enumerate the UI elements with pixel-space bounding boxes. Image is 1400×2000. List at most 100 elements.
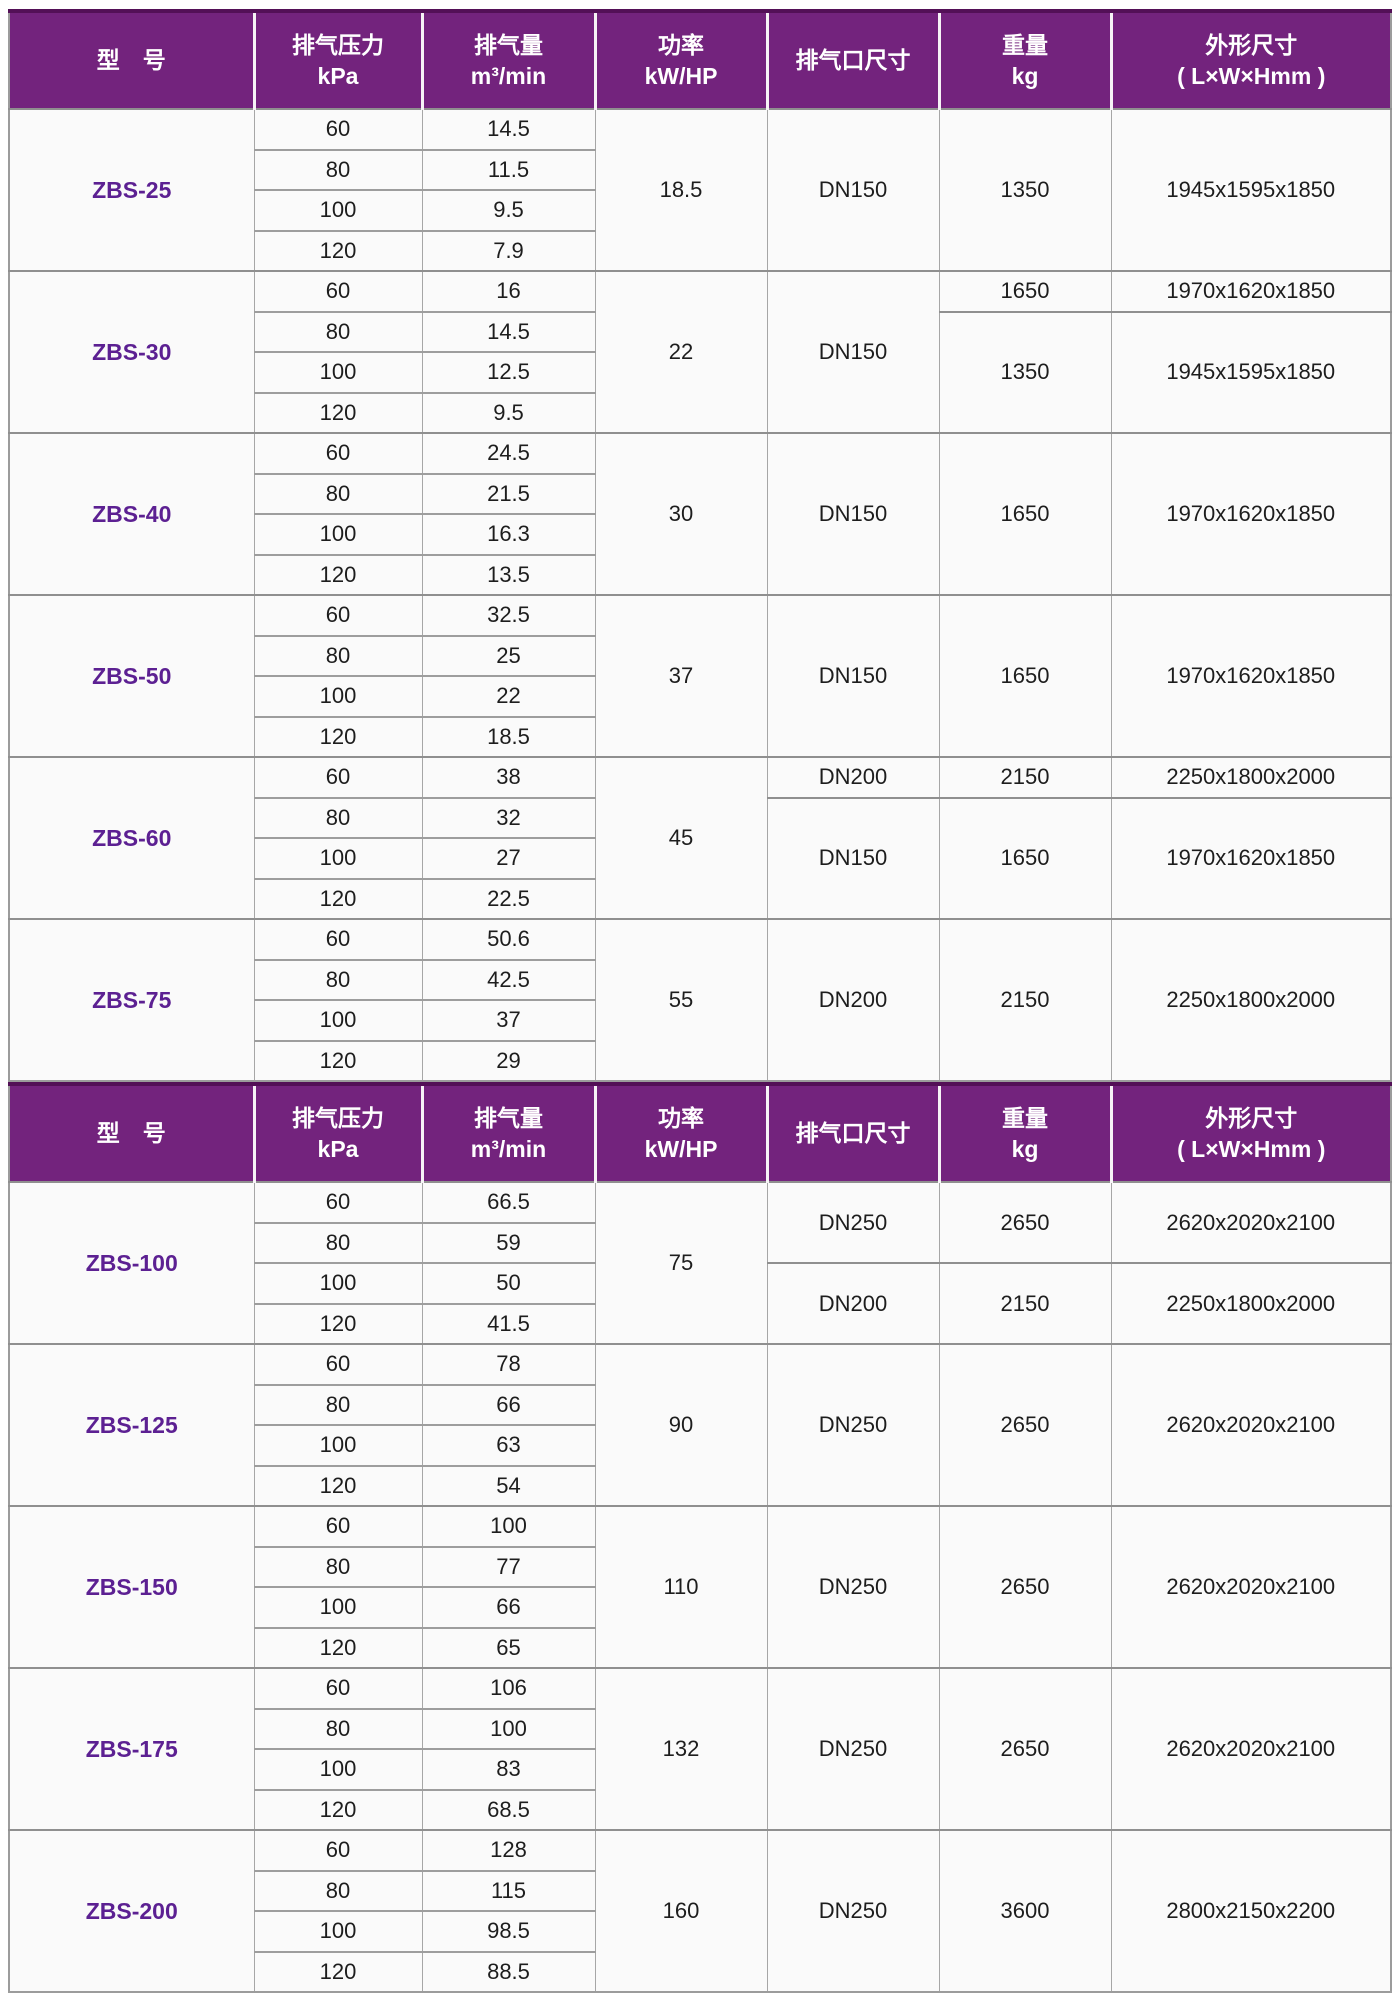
dimensions-value: 2620x2020x2100 <box>1110 1343 1391 1506</box>
model-name: ZBS-25 <box>9 108 254 271</box>
outlet-size: DN150 <box>766 108 939 271</box>
header-dims-cell-line: ( L×W×Hmm ) <box>1177 62 1326 89</box>
power-value: 18.5 <box>594 108 767 271</box>
flow-value: 32.5 <box>421 594 595 637</box>
pressure-value: 80 <box>253 797 422 839</box>
spec-row: ZBS-100 60 66.5 75 DN250 2650 2620x2020x2100 <box>9 1181 1391 1344</box>
flow-value: 106 <box>421 1667 595 1710</box>
pressure-value: 120 <box>253 392 422 433</box>
pressure-value: 80 <box>253 1708 422 1750</box>
flow-value: 98.5 <box>421 1911 595 1953</box>
flow-value: 63 <box>421 1425 595 1467</box>
outlet-size: DN200 <box>766 1262 939 1344</box>
outlet-size: DN150 <box>766 432 939 595</box>
spec-row: ZBS-50 60 32.5 37 DN150 1650 1970x1620x1850 <box>9 594 1391 757</box>
model-name: ZBS-50 <box>9 594 254 757</box>
spec-row: 120 65 <box>9 1627 1391 1668</box>
spec-row: 80 59 <box>9 1222 1391 1264</box>
weight-value: 2150 <box>938 918 1111 1081</box>
spec-row: 100 12.5 <box>9 352 1391 394</box>
pressure-value: 100 <box>253 190 422 232</box>
weight-value: 1650 <box>938 796 1111 919</box>
spec-row: 100 27 <box>9 838 1391 880</box>
dimensions-value: 2250x1800x2000 <box>1110 1262 1391 1344</box>
header-flow-cell: 排气量 m³/min <box>420 1082 595 1182</box>
pressure-value: 120 <box>253 554 422 595</box>
spec-row: 120 22.5 <box>9 878 1391 919</box>
header-flow-cell: 排气量 m³/min <box>420 9 595 109</box>
flow-value: 66.5 <box>421 1181 595 1224</box>
model-name: ZBS-150 <box>9 1505 254 1668</box>
spec-row: 120 54 <box>9 1465 1391 1506</box>
weight-value: 1650 <box>938 594 1111 757</box>
pressure-value: 80 <box>253 635 422 677</box>
header-flow-cell-line: m³/min <box>470 1135 547 1162</box>
spec-row: 100 63 <box>9 1425 1391 1467</box>
pressure-value: 60 <box>253 1505 422 1548</box>
flow-value: 14.5 <box>421 311 595 353</box>
flow-value: 50.6 <box>421 918 595 961</box>
spec-row: 100 50 DN200 2150 2250x1800x2000 <box>9 1262 1391 1344</box>
pressure-value: 60 <box>253 1829 422 1872</box>
pressure-value: 80 <box>253 959 422 1001</box>
outlet-size: DN150 <box>766 594 939 757</box>
power-value: 30 <box>594 432 767 595</box>
outlet-size: DN250 <box>766 1181 939 1263</box>
dimensions-value: 2620x2020x2100 <box>1110 1505 1391 1668</box>
flow-value: 7.9 <box>421 230 595 271</box>
dimensions-value: 1970x1620x1850 <box>1110 594 1391 757</box>
flow-value: 88.5 <box>421 1951 595 1992</box>
pressure-value: 60 <box>253 594 422 637</box>
flow-value: 59 <box>421 1222 595 1264</box>
flow-value: 16 <box>421 270 595 313</box>
header-dims-cell: 外形尺寸 ( L×W×Hmm ) <box>1109 1082 1391 1182</box>
dimensions-value: 2250x1800x2000 <box>1110 756 1391 798</box>
spec-row: 80 42.5 <box>9 959 1391 1001</box>
pressure-value: 120 <box>253 1789 422 1830</box>
flow-value: 83 <box>421 1749 595 1791</box>
spec-row: 100 22 <box>9 676 1391 718</box>
power-value: 110 <box>594 1505 767 1668</box>
outlet-size: DN200 <box>766 756 939 798</box>
model-name: ZBS-125 <box>9 1343 254 1506</box>
pressure-value: 100 <box>253 1749 422 1791</box>
dimensions-value: 1945x1595x1850 <box>1110 310 1391 433</box>
spec-row: 120 13.5 <box>9 554 1391 595</box>
header-model-cell-line: 型 号 <box>96 1120 166 1146</box>
pressure-value: 100 <box>253 838 422 880</box>
weight-value: 2650 <box>938 1343 1111 1506</box>
dimensions-value: 2800x2150x2200 <box>1110 1829 1391 1992</box>
header-pressure-cell: 排气压力 kPa <box>252 1082 422 1182</box>
weight-value: 2650 <box>938 1505 1111 1668</box>
flow-value: 68.5 <box>421 1789 595 1830</box>
spec-row: 80 66 <box>9 1384 1391 1426</box>
pressure-value: 120 <box>253 1465 422 1506</box>
flow-value: 78 <box>421 1343 595 1386</box>
power-value: 75 <box>594 1181 767 1344</box>
pressure-value: 120 <box>253 230 422 271</box>
spec-row: 80 115 <box>9 1870 1391 1912</box>
spec-row: ZBS-150 60 100 110 DN250 2650 2620x2020x2100 <box>9 1505 1391 1668</box>
flow-value: 18.5 <box>421 716 595 757</box>
outlet-size: DN250 <box>766 1667 939 1830</box>
flow-value: 14.5 <box>421 108 595 151</box>
pressure-value: 60 <box>253 756 422 799</box>
spec-row: ZBS-40 60 24.5 30 DN150 1650 1970x1620x1850 <box>9 432 1391 595</box>
pressure-value: 60 <box>253 1343 422 1386</box>
spec-row: 120 41.5 <box>9 1303 1391 1344</box>
power-value: 45 <box>594 756 767 919</box>
header-dims-cell-line: 外形尺寸 <box>1205 31 1298 58</box>
spec-row: 100 66 <box>9 1587 1391 1629</box>
spec-row: 100 98.5 <box>9 1911 1391 1953</box>
flow-value: 21.5 <box>421 473 595 515</box>
dimensions-value: 1970x1620x1850 <box>1110 270 1391 312</box>
header-row: 型 号 排气压力 kPa 排气量 m³/min 功率 kW/HP 排气口尺寸 重量 kg 外形尺寸 (… <box>9 1082 1391 1182</box>
dimensions-value: 1945x1595x1850 <box>1110 108 1391 271</box>
flow-value: 11.5 <box>421 149 595 191</box>
spec-table-section-2: 型 号 排气压力 kPa 排气量 m³/min 功率 kW/HP 排气口尺寸 重量 kg 外形尺寸 (… <box>8 1082 1392 1993</box>
spec-row: 100 16.3 <box>9 514 1391 556</box>
pressure-value: 120 <box>253 1951 422 1992</box>
spec-row: 120 88.5 <box>9 1951 1391 1992</box>
header-model-cell: 型 号 <box>9 9 254 109</box>
flow-value: 38 <box>421 756 595 799</box>
